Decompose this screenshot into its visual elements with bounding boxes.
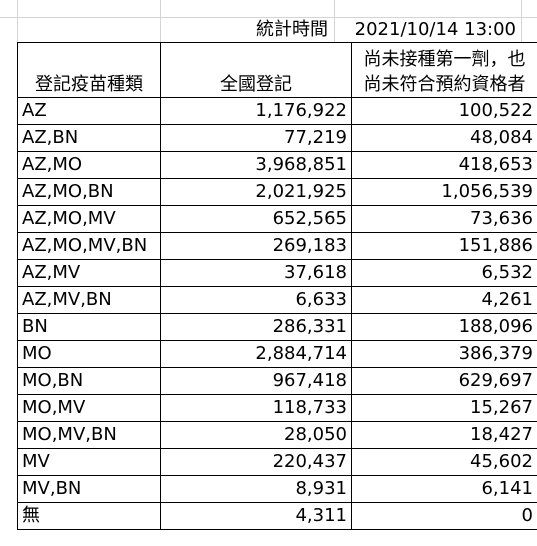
- table-row: BN 286,331 188,096: [17, 313, 537, 341]
- header-registered-label: 全國登記: [220, 74, 292, 95]
- table-row: AZ,BN 77,219 48,084: [17, 124, 537, 152]
- cell-vaccine-type[interactable]: AZ,MV: [17, 259, 161, 287]
- cell-registered[interactable]: 1,176,922: [160, 97, 352, 125]
- cell-vaccine-type[interactable]: AZ,BN: [17, 124, 161, 152]
- cell-registered[interactable]: 220,437: [160, 448, 352, 476]
- cell-vaccine-type[interactable]: AZ,MO,MV,BN: [17, 232, 161, 260]
- header-not-yet-line1: 尚未接種第一劑，也: [363, 49, 526, 70]
- cell-not-yet[interactable]: 1,056,539: [351, 178, 537, 206]
- table-row: AZ,MO,BN 2,021,925 1,056,539: [17, 178, 537, 206]
- stat-time-value[interactable]: 2021/10/14 13:00: [354, 19, 516, 40]
- table-row: MO,MV 118,733 15,267: [17, 394, 537, 422]
- cell-vaccine-type[interactable]: AZ: [17, 97, 161, 125]
- cell-not-yet[interactable]: 4,261: [351, 286, 537, 314]
- table-row: MV 220,437 45,602: [17, 448, 537, 476]
- cell-not-yet[interactable]: 73,636: [351, 205, 537, 233]
- cell-not-yet[interactable]: 15,267: [351, 394, 537, 422]
- cell-registered[interactable]: 2,021,925: [160, 178, 352, 206]
- gridline: [17, 0, 18, 42]
- cell-vaccine-type[interactable]: MO: [17, 340, 161, 368]
- cell-vaccine-type[interactable]: AZ,MO,MV: [17, 205, 161, 233]
- cell-not-yet[interactable]: 18,427: [351, 421, 537, 449]
- cell-vaccine-type[interactable]: BN: [17, 313, 161, 341]
- table-row: MO,BN 967,418 629,697: [17, 367, 537, 395]
- table-row: MO,MV,BN 28,050 18,427: [17, 421, 537, 449]
- cell-registered[interactable]: 269,183: [160, 232, 352, 260]
- cell-not-yet[interactable]: 6,141: [351, 475, 537, 503]
- table-header-row: 登記疫苗種類 全國登記 尚未接種第一劑，也 尚未符合預約資格者: [17, 42, 537, 98]
- table-row: AZ,MO,MV 652,565 73,636: [17, 205, 537, 233]
- cell-not-yet[interactable]: 418,653: [351, 151, 537, 179]
- cell-vaccine-type[interactable]: MO,MV: [17, 394, 161, 422]
- cell-registered[interactable]: 4,311: [160, 502, 352, 530]
- cell-registered[interactable]: 28,050: [160, 421, 352, 449]
- cell-vaccine-type[interactable]: MV: [17, 448, 161, 476]
- cell-registered[interactable]: 3,968,851: [160, 151, 352, 179]
- cell-registered[interactable]: 652,565: [160, 205, 352, 233]
- cell-registered[interactable]: 6,633: [160, 286, 352, 314]
- header-not-yet-vaccinated[interactable]: 尚未接種第一劑，也 尚未符合預約資格者: [351, 42, 537, 98]
- cell-registered[interactable]: 967,418: [160, 367, 352, 395]
- cell-not-yet[interactable]: 629,697: [351, 367, 537, 395]
- vaccine-registration-table: 登記疫苗種類 全國登記 尚未接種第一劑，也 尚未符合預約資格者 AZ 1,176…: [17, 42, 537, 530]
- cell-registered[interactable]: 118,733: [160, 394, 352, 422]
- cell-registered[interactable]: 286,331: [160, 313, 352, 341]
- cell-not-yet[interactable]: 100,522: [351, 97, 537, 125]
- stat-time-label[interactable]: 統計時間: [256, 19, 328, 40]
- table-row: MO 2,884,714 386,379: [17, 340, 537, 368]
- cell-registered[interactable]: 2,884,714: [160, 340, 352, 368]
- header-registered[interactable]: 全國登記: [160, 42, 352, 98]
- cell-not-yet[interactable]: 45,602: [351, 448, 537, 476]
- cell-vaccine-type[interactable]: MO,MV,BN: [17, 421, 161, 449]
- cell-registered[interactable]: 77,219: [160, 124, 352, 152]
- cell-vaccine-type[interactable]: 無: [17, 502, 161, 530]
- cell-not-yet[interactable]: 386,379: [351, 340, 537, 368]
- cell-vaccine-type[interactable]: MV,BN: [17, 475, 161, 503]
- cell-registered[interactable]: 37,618: [160, 259, 352, 287]
- cell-vaccine-type[interactable]: AZ,MO,BN: [17, 178, 161, 206]
- table-row: AZ 1,176,922 100,522: [17, 97, 537, 125]
- gridline: [160, 0, 161, 42]
- gridline: [521, 0, 522, 42]
- header-not-yet-line2: 尚未符合預約資格者: [363, 74, 526, 95]
- cell-vaccine-type[interactable]: AZ,MO: [17, 151, 161, 179]
- cell-not-yet[interactable]: 0: [351, 502, 537, 530]
- table-row: MV,BN 8,931 6,141: [17, 475, 537, 503]
- cell-not-yet[interactable]: 6,532: [351, 259, 537, 287]
- table-row: AZ,MV 37,618 6,532: [17, 259, 537, 287]
- gridline: [334, 0, 335, 42]
- cell-registered[interactable]: 8,931: [160, 475, 352, 503]
- cell-not-yet[interactable]: 188,096: [351, 313, 537, 341]
- table-row: AZ,MO,MV,BN 269,183 151,886: [17, 232, 537, 260]
- cell-vaccine-type[interactable]: MO,BN: [17, 367, 161, 395]
- cell-not-yet[interactable]: 151,886: [351, 232, 537, 260]
- gridline: [0, 17, 537, 18]
- header-vaccine-type-label: 登記疫苗種類: [35, 74, 143, 95]
- cell-not-yet[interactable]: 48,084: [351, 124, 537, 152]
- table-row: 無 4,311 0: [17, 502, 537, 530]
- table-row: AZ,MV,BN 6,633 4,261: [17, 286, 537, 314]
- cell-vaccine-type[interactable]: AZ,MV,BN: [17, 286, 161, 314]
- table-row: AZ,MO 3,968,851 418,653: [17, 151, 537, 179]
- header-vaccine-type[interactable]: 登記疫苗種類: [17, 42, 161, 98]
